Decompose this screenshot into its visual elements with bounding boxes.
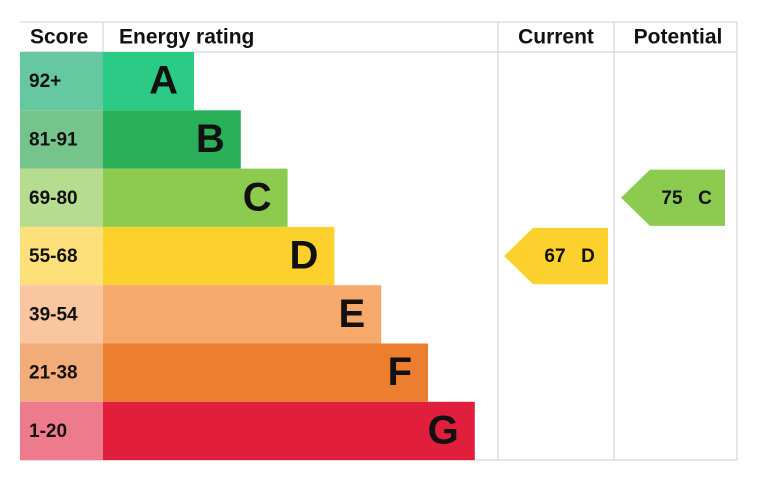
potential-arrow [621, 169, 725, 226]
rating-letter: B [196, 117, 225, 161]
rating-letter: E [339, 292, 366, 336]
header-potential: Potential [634, 26, 723, 49]
potential-letter: C [698, 188, 712, 209]
score-cell [20, 401, 103, 461]
score-label: 21-38 [29, 363, 78, 384]
rating-bar [103, 226, 335, 286]
header-current: Current [518, 26, 594, 49]
score-cell [20, 343, 103, 402]
rating-letter: A [149, 59, 178, 103]
score-label: 92+ [29, 71, 61, 92]
score-label: 81-91 [29, 129, 78, 150]
header-score: Score [30, 26, 88, 49]
score-cell [20, 285, 103, 344]
current-value: 67 [544, 246, 565, 267]
current-letter: D [581, 246, 595, 267]
score-label: 55-68 [29, 246, 78, 267]
rating-bar [103, 401, 475, 461]
rating-letter: D [290, 234, 319, 278]
score-cell [20, 226, 103, 286]
rating-letter: G [428, 409, 459, 453]
score-label: 69-80 [29, 188, 78, 209]
current-arrow [504, 227, 608, 285]
score-cell [20, 168, 103, 227]
rating-bar [103, 168, 288, 227]
score-cell [20, 52, 103, 111]
rating-bar [103, 52, 194, 111]
rating-letter: C [243, 175, 272, 219]
score-cell [20, 110, 103, 169]
potential-value: 75 [661, 188, 683, 209]
score-label: 39-54 [29, 304, 78, 325]
score-label: 1-20 [29, 421, 67, 442]
header-rating: Energy rating [119, 26, 254, 49]
rating-bar [103, 343, 428, 402]
rating-bar [103, 285, 382, 344]
rating-bar [103, 110, 241, 169]
rating-letter: F [388, 350, 412, 394]
